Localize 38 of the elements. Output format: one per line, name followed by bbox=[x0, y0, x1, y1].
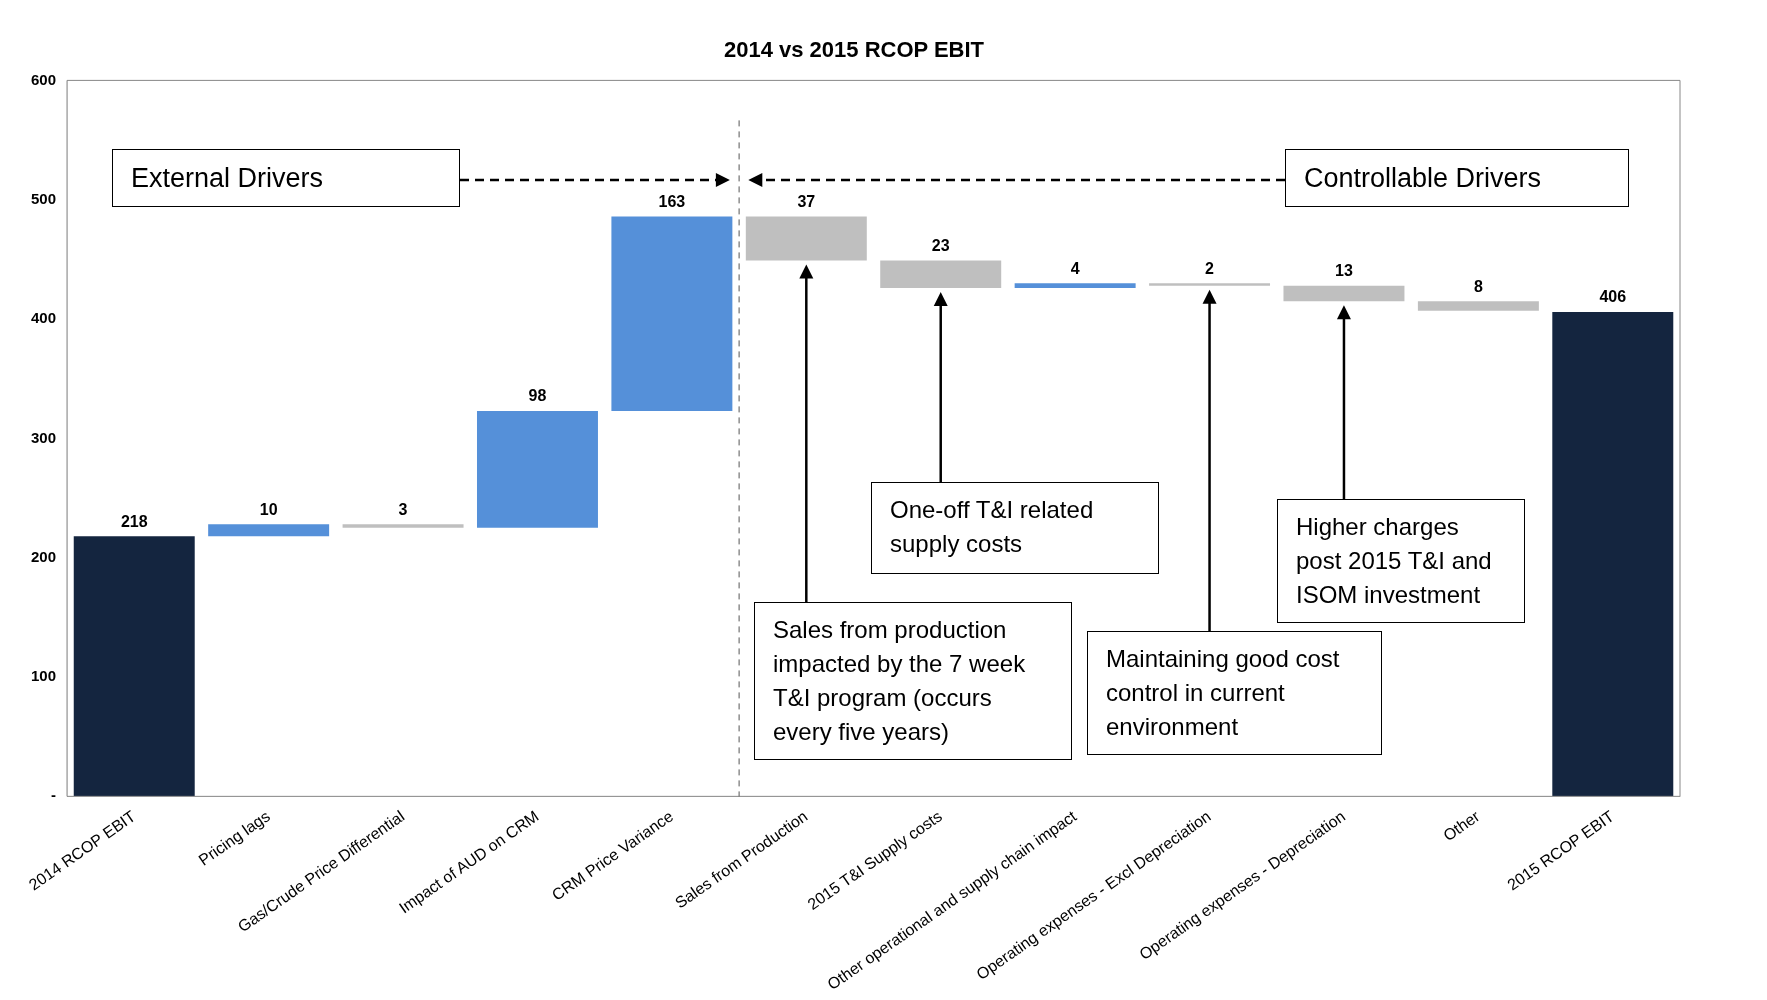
data-label: 218 bbox=[120, 512, 148, 530]
bar bbox=[745, 216, 867, 261]
data-label: 4 bbox=[1070, 259, 1080, 277]
y-tick-label: 400 bbox=[31, 309, 57, 327]
annotation: Sales from production impacted by the 7 week T&I program (occurs every five years) bbox=[754, 602, 1072, 760]
annotation: Maintaining good cost control in current environment bbox=[1087, 631, 1382, 755]
annotation: One-off T&I related supply costs bbox=[871, 482, 1159, 574]
data-label: 10 bbox=[259, 500, 278, 518]
bar bbox=[1014, 283, 1136, 289]
bar bbox=[73, 536, 195, 797]
bar bbox=[1283, 285, 1405, 302]
data-label: 8 bbox=[1473, 277, 1483, 295]
bar bbox=[1149, 283, 1271, 286]
data-label: 163 bbox=[658, 192, 686, 210]
y-tick-label: 200 bbox=[31, 547, 57, 565]
annotation: Controllable Drivers bbox=[1285, 149, 1629, 207]
y-tick-label: 500 bbox=[31, 189, 57, 207]
annotation: Higher charges post 2015 T&I and ISOM investment bbox=[1277, 499, 1525, 623]
bar bbox=[342, 524, 464, 528]
y-tick-label: 300 bbox=[31, 428, 57, 446]
y-tick-label: 100 bbox=[31, 667, 57, 685]
data-label: 13 bbox=[1335, 262, 1353, 280]
data-label: 37 bbox=[797, 192, 816, 210]
bar bbox=[880, 260, 1002, 289]
data-label: 2 bbox=[1205, 259, 1215, 277]
bar bbox=[611, 216, 733, 411]
data-label: 3 bbox=[398, 500, 408, 518]
bar bbox=[476, 410, 598, 528]
data-label: 406 bbox=[1599, 288, 1627, 306]
bar bbox=[1552, 311, 1674, 797]
bar bbox=[208, 524, 330, 537]
annotation: External Drivers bbox=[112, 149, 460, 207]
y-tick-label: - bbox=[51, 786, 57, 804]
chart-title: 2014 vs 2015 RCOP EBIT bbox=[723, 37, 985, 63]
y-tick-label: 600 bbox=[31, 70, 57, 88]
bar bbox=[1417, 301, 1539, 311]
data-label: 23 bbox=[931, 236, 950, 254]
data-label: 98 bbox=[528, 387, 547, 405]
